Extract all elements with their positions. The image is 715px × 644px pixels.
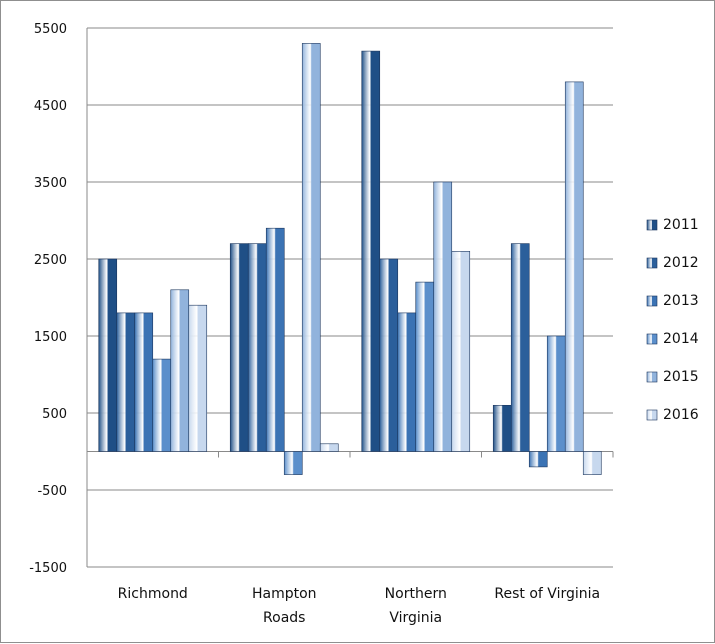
y-tick-label: 5500 (34, 22, 67, 37)
bar (528, 451, 548, 468)
bar (415, 281, 435, 452)
bar (98, 258, 118, 452)
legend-swatch (646, 333, 658, 345)
bar (546, 335, 566, 452)
bar (379, 258, 399, 452)
bar (451, 251, 471, 452)
x-category-label: Hampton (252, 586, 317, 602)
bar (134, 312, 154, 452)
y-tick-label: -1500 (29, 561, 67, 576)
x-category-label: Richmond (118, 586, 188, 602)
bar (361, 50, 381, 452)
legend-label: 2013 (663, 293, 699, 309)
bar (116, 312, 136, 452)
legend-swatch (646, 409, 658, 421)
y-tick-label: -500 (37, 484, 67, 499)
bar (229, 243, 249, 452)
legend-label: 2012 (663, 255, 699, 271)
legend-swatch (646, 219, 658, 231)
y-tick-label: 500 (42, 407, 67, 422)
x-category-label: Roads (263, 610, 305, 626)
legend-swatch (646, 257, 658, 269)
bar (301, 43, 321, 452)
bar (265, 227, 285, 452)
bar (492, 404, 512, 452)
bar (319, 443, 339, 452)
bar (152, 358, 172, 452)
legend-swatch (646, 295, 658, 307)
x-category-label: Northern (385, 586, 447, 602)
legend-swatch (646, 371, 658, 383)
bar (564, 81, 584, 452)
legend-label: 2011 (663, 217, 699, 233)
bar (170, 289, 190, 452)
bar (397, 312, 417, 452)
bar (188, 304, 208, 452)
bar (510, 243, 530, 452)
y-tick-label: 3500 (34, 176, 67, 191)
x-category-label: Rest of Virginia (494, 586, 600, 602)
y-tick-label: 2500 (34, 253, 67, 268)
y-tick-label: 4500 (34, 99, 67, 114)
legend-label: 2015 (663, 369, 699, 385)
bar (582, 451, 602, 475)
legend-label: 2014 (663, 331, 699, 347)
legend-label: 2016 (663, 407, 699, 423)
bar (433, 181, 453, 452)
x-category-label: Virginia (389, 610, 442, 626)
y-tick-label: 1500 (34, 330, 67, 345)
bar (283, 451, 303, 475)
bar (247, 243, 267, 452)
